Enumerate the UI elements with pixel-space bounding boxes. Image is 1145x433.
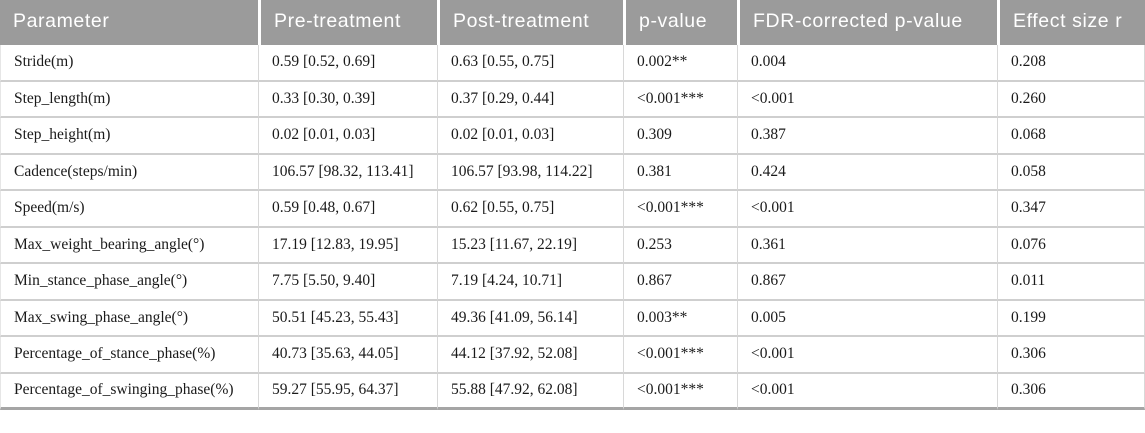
value-cell: 0.002** — [623, 45, 737, 82]
parameter-cell: Max_swing_phase_angle(°) — [0, 300, 258, 337]
parameter-cell: Percentage_of_stance_phase(%) — [0, 337, 258, 374]
value-cell: 0.02 [0.01, 0.03] — [437, 118, 623, 155]
value-cell: <0.001*** — [623, 191, 737, 228]
table-row: Step_length(m) 0.33 [0.30, 0.39] 0.37 [0.2… — [0, 81, 1145, 118]
value-cell: 0.003** — [623, 300, 737, 337]
value-cell: 0.309 — [623, 118, 737, 155]
col-header-post-treatment: Post-treatment — [437, 0, 623, 45]
table-row: Max_weight_bearing_angle(°) 17.19 [12.83,… — [0, 227, 1145, 264]
value-cell: 0.62 [0.55, 0.75] — [437, 191, 623, 228]
value-cell: 0.424 — [737, 154, 997, 191]
value-cell: <0.001 — [737, 191, 997, 228]
parameter-cell: Percentage_of_swinging_phase(%) — [0, 373, 258, 410]
value-cell: <0.001 — [737, 337, 997, 374]
parameter-cell: Min_stance_phase_angle(°) — [0, 264, 258, 301]
value-cell: 0.63 [0.55, 0.75] — [437, 45, 623, 82]
value-cell: 17.19 [12.83, 19.95] — [258, 227, 437, 264]
gait-parameters-table: Parameter Pre-treatment Post-treatment p… — [0, 0, 1145, 410]
table-row: Max_swing_phase_angle(°) 50.51 [45.23, 55… — [0, 300, 1145, 337]
value-cell: 55.88 [47.92, 62.08] — [437, 373, 623, 410]
value-cell: 106.57 [93.98, 114.22] — [437, 154, 623, 191]
table-row: Min_stance_phase_angle(°) 7.75 [5.50, 9.4… — [0, 264, 1145, 301]
value-cell: <0.001 — [737, 81, 997, 118]
value-cell: 0.004 — [737, 45, 997, 82]
value-cell: <0.001*** — [623, 81, 737, 118]
table-row: Speed(m/s) 0.59 [0.48, 0.67] 0.62 [0.55, 0… — [0, 191, 1145, 228]
value-cell: <0.001*** — [623, 373, 737, 410]
value-cell: 7.75 [5.50, 9.40] — [258, 264, 437, 301]
parameter-cell: Step_height(m) — [0, 118, 258, 155]
col-header-pre-treatment: Pre-treatment — [258, 0, 437, 45]
value-cell: 50.51 [45.23, 55.43] — [258, 300, 437, 337]
table-row: Percentage_of_swinging_phase(%) 59.27 [55… — [0, 373, 1145, 410]
value-cell: 0.068 — [997, 118, 1145, 155]
value-cell: 0.37 [0.29, 0.44] — [437, 81, 623, 118]
value-cell: 0.058 — [997, 154, 1145, 191]
value-cell: 0.306 — [997, 337, 1145, 374]
table-row: Percentage_of_stance_phase(%) 40.73 [35.6… — [0, 337, 1145, 374]
value-cell: 0.02 [0.01, 0.03] — [258, 118, 437, 155]
value-cell: 0.361 — [737, 227, 997, 264]
value-cell: 0.387 — [737, 118, 997, 155]
value-cell: 0.306 — [997, 373, 1145, 410]
value-cell: 15.23 [11.67, 22.19] — [437, 227, 623, 264]
value-cell: 0.005 — [737, 300, 997, 337]
value-cell: 40.73 [35.63, 44.05] — [258, 337, 437, 374]
table-row: Cadence(steps/min) 106.57 [98.32, 113.41]… — [0, 154, 1145, 191]
value-cell: 0.59 [0.48, 0.67] — [258, 191, 437, 228]
value-cell: 0.208 — [997, 45, 1145, 82]
value-cell: 44.12 [37.92, 52.08] — [437, 337, 623, 374]
parameter-cell: Stride(m) — [0, 45, 258, 82]
parameter-cell: Step_length(m) — [0, 81, 258, 118]
header-row: Parameter Pre-treatment Post-treatment p… — [0, 0, 1145, 45]
value-cell: 0.199 — [997, 300, 1145, 337]
table-row: Stride(m) 0.59 [0.52, 0.69] 0.63 [0.55, 0.… — [0, 45, 1145, 82]
value-cell: 0.867 — [737, 264, 997, 301]
parameter-cell: Cadence(steps/min) — [0, 154, 258, 191]
parameter-cell: Max_weight_bearing_angle(°) — [0, 227, 258, 264]
parameter-cell: Speed(m/s) — [0, 191, 258, 228]
value-cell: 0.59 [0.52, 0.69] — [258, 45, 437, 82]
value-cell: 0.33 [0.30, 0.39] — [258, 81, 437, 118]
value-cell: 59.27 [55.95, 64.37] — [258, 373, 437, 410]
value-cell: 7.19 [4.24, 10.71] — [437, 264, 623, 301]
value-cell: <0.001*** — [623, 337, 737, 374]
value-cell: 0.253 — [623, 227, 737, 264]
value-cell: <0.001 — [737, 373, 997, 410]
value-cell: 0.076 — [997, 227, 1145, 264]
table-row: Step_height(m) 0.02 [0.01, 0.03] 0.02 [0.0… — [0, 118, 1145, 155]
col-header-p-value: p-value — [623, 0, 737, 45]
col-header-parameter: Parameter — [0, 0, 258, 45]
col-header-fdr-corrected-p-value: FDR-corrected p-value — [737, 0, 997, 45]
value-cell: 0.381 — [623, 154, 737, 191]
value-cell: 0.347 — [997, 191, 1145, 228]
value-cell: 106.57 [98.32, 113.41] — [258, 154, 437, 191]
value-cell: 49.36 [41.09, 56.14] — [437, 300, 623, 337]
value-cell: 0.260 — [997, 81, 1145, 118]
value-cell: 0.011 — [997, 264, 1145, 301]
value-cell: 0.867 — [623, 264, 737, 301]
col-header-effect-size-r: Effect size r — [997, 0, 1145, 45]
